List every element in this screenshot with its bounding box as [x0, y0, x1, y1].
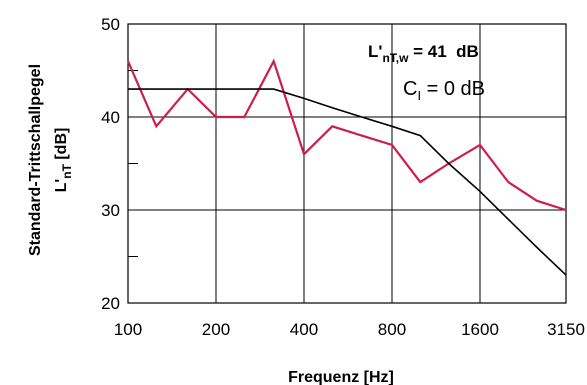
y-tick-labels: 20 30 40 50 [101, 15, 120, 313]
plot-frame [127, 23, 567, 304]
y-tick-label: 30 [101, 201, 120, 220]
measured-curve [126, 58, 567, 212]
y-tick-label: 20 [101, 294, 120, 313]
y-axis-title: Standard-Trittschallpegel L'nT [dB] [27, 64, 74, 256]
reference-curve [128, 88, 567, 276]
x-axis-title: Frequenz [Hz] [288, 369, 394, 385]
minor-ticks [128, 70, 138, 257]
x-tick-label: 200 [202, 320, 230, 339]
x-tick-label: 3150 [547, 320, 585, 339]
rating-value-label: L'nT,w = 41 dB [368, 42, 479, 65]
y-axis-title-line1: Standard-Trittschallpegel [27, 64, 44, 256]
grid-lines [127, 23, 567, 304]
x-tick-label: 800 [378, 320, 406, 339]
y-tick-label: 40 [101, 108, 120, 127]
x-tick-label: 400 [290, 320, 318, 339]
x-tick-label: 100 [114, 320, 142, 339]
x-tick-label: 1600 [461, 320, 499, 339]
y-tick-label: 50 [101, 15, 120, 34]
x-tick-labels: 100 200 400 800 1600 3150 [114, 320, 585, 339]
spectrum-adaptation-label: CI = 0 dB [403, 78, 485, 103]
y-axis-title-line2: L'nT [dB] [53, 128, 74, 193]
series-layer [126, 58, 567, 276]
